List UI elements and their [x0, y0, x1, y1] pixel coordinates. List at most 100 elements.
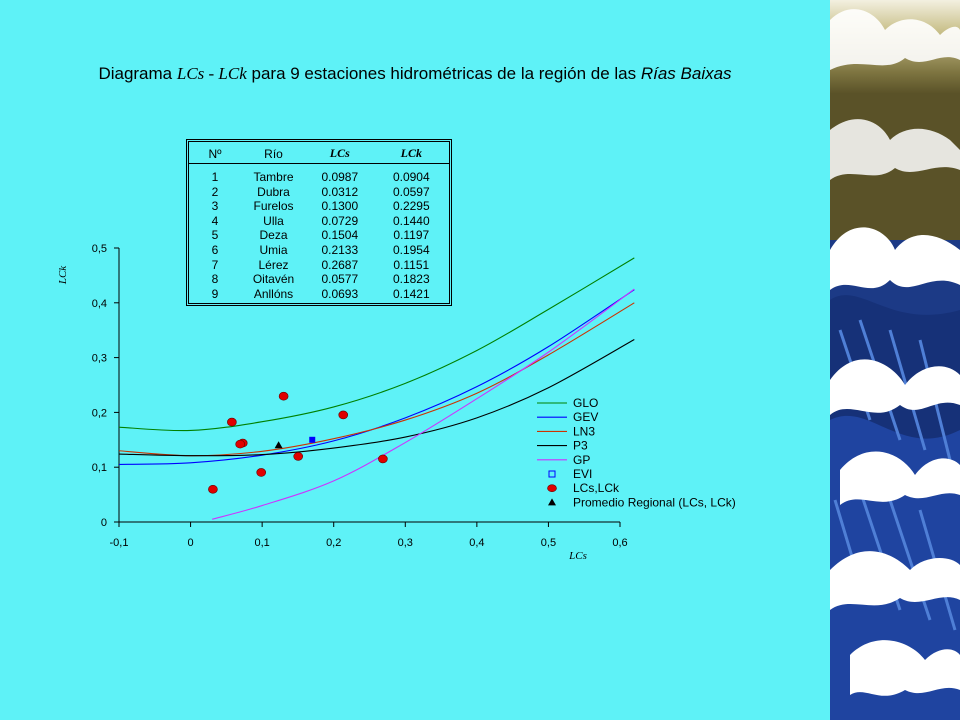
legend-label: LCs,LCk [573, 481, 620, 495]
col-header-lck: LCk [373, 142, 449, 164]
curve-p3 [118, 339, 635, 457]
cell-lcs: 0.0987 [321, 170, 359, 184]
cell-number: 6 [211, 242, 219, 257]
cell-river: Ulla [263, 213, 284, 228]
x-tick-label: 0,3 [398, 537, 413, 549]
cell-lck: 0.2295 [392, 199, 430, 214]
station-point [378, 454, 388, 464]
cell-number: 4 [211, 213, 219, 228]
table-row: 9 Anllóns 0.0693 0.1421 [189, 287, 449, 302]
legend-label: GLO [573, 396, 598, 410]
curve-glo [118, 257, 635, 432]
stations-table: Nº Río LCs LCk 1 Tambre 0.0987 0.0904 2 Dubra… [186, 139, 452, 306]
table-row: 6 Umia 0.2133 0.1954 [189, 243, 449, 258]
y-tick-label: 0,5 [92, 243, 107, 255]
station-point [256, 468, 267, 477]
table-row: 2 Dubra 0.0312 0.0597 [189, 185, 449, 200]
title-middle: para 9 estaciones hidrométricas de la re… [246, 64, 641, 83]
regional-mean-point [274, 441, 283, 449]
station-point [208, 484, 218, 494]
cell-lcs: 0.0577 [321, 272, 359, 287]
wave-art-panel [830, 0, 960, 720]
cell-number: 1 [211, 170, 219, 184]
table-body: 1 Tambre 0.0987 0.0904 2 Dubra 0.0312 0.0597 3 Fu… [189, 164, 449, 302]
legend-label: Promedio Regional (LCs, LCk) [573, 495, 736, 509]
cell-number: 7 [211, 257, 219, 272]
title-prefix: Diagrama [98, 64, 177, 83]
chart-axes: 00,10,20,30,40,5-0,1 0 0,1 0,2 0,3 0,4 0,5 0,6L… [57, 243, 628, 562]
cell-river: Lérez [258, 257, 289, 272]
x-tick-label: 0,6 [612, 537, 627, 549]
cell-number: 2 [211, 184, 219, 199]
station-point [293, 452, 304, 461]
station-point [235, 439, 245, 449]
cell-river: Dubra [257, 184, 290, 199]
x-tick-label: 0,5 [541, 537, 556, 549]
table-row: 8 Oitavén 0.0577 0.1823 [189, 272, 449, 287]
legend-label: GP [573, 453, 590, 467]
cell-lck: 0.1421 [392, 286, 430, 301]
cell-lck: 0.0904 [392, 170, 430, 184]
cell-lck: 0.1954 [392, 242, 430, 257]
station-point [227, 417, 237, 427]
legend-label: P3 [573, 439, 588, 453]
station-point [278, 391, 289, 401]
legend-label: EVI [573, 467, 592, 481]
cell-lcs: 0.0312 [321, 184, 359, 199]
distribution-curves [118, 257, 635, 520]
table-header-row: Nº Río LCs LCk [189, 142, 449, 164]
col-header-number: Nº [189, 142, 241, 164]
col-header-river: Río [241, 142, 306, 164]
cell-river: Anllóns [253, 286, 294, 301]
legend-label: GEV [573, 410, 598, 424]
cell-lcs: 0.2133 [321, 242, 359, 257]
table-row: 4 Ulla 0.0729 0.1440 [189, 214, 449, 229]
legend-label: LN3 [573, 424, 595, 438]
legend-swatch-stations [547, 484, 557, 493]
legend-swatch-evi [548, 470, 556, 478]
cell-lcs: 0.2687 [321, 257, 359, 272]
col-header-lcs: LCs [306, 142, 374, 164]
chart-title: Diagrama LCs - LCk para 9 estaciones hid… [0, 64, 830, 84]
legend-swatch-regional-mean [548, 498, 556, 506]
cell-river: Oitavén [252, 272, 295, 287]
table-row: 1 Tambre 0.0987 0.0904 [189, 164, 449, 185]
table-row: 5 Deza 0.1504 0.1197 [189, 228, 449, 243]
table-row: 3 Furelos 0.1300 0.2295 [189, 199, 449, 214]
curve-ln3 [118, 302, 635, 457]
cell-lcs: 0.0729 [321, 213, 359, 228]
cell-river: Furelos [253, 199, 294, 214]
cell-lcs: 0.1300 [321, 199, 359, 214]
evi-point [309, 436, 316, 443]
lcs-lck-chart: 00,10,20,30,40,5-0,1 0 0,1 0,2 0,3 0,4 0,5 0,6L… [57, 243, 736, 562]
y-tick-label: 0,2 [92, 407, 107, 419]
y-tick-label: 0,1 [92, 462, 107, 474]
x-tick-label: 0,2 [326, 537, 341, 549]
table-row: 7 Lérez 0.2687 0.1151 [189, 258, 449, 273]
curve-gp [211, 288, 635, 520]
cell-lck: 0.1440 [392, 213, 430, 228]
x-tick-label: -0,1 [110, 537, 129, 549]
x-tick-label: 0,4 [469, 537, 484, 549]
y-tick-label: 0,4 [92, 298, 107, 310]
x-tick-label: 0,1 [254, 537, 269, 549]
y-tick-label: 0 [101, 517, 107, 529]
cell-river: Tambre [253, 170, 294, 184]
cell-river: Umia [259, 242, 288, 257]
chart-markers [208, 391, 388, 494]
cell-number: 8 [211, 272, 219, 287]
curve-gev [118, 289, 635, 466]
cell-lck: 0.1823 [392, 272, 430, 287]
x-axis-label: LCs [568, 550, 587, 562]
cell-lck: 0.0597 [392, 184, 430, 199]
cell-lcs: 0.1504 [321, 228, 359, 243]
cell-number: 3 [211, 199, 219, 214]
x-tick-label: 0 [188, 537, 194, 549]
cell-lck: 0.1151 [393, 257, 430, 272]
cell-lck: 0.1197 [393, 228, 430, 243]
station-point [338, 410, 349, 420]
y-tick-label: 0,3 [92, 353, 107, 365]
cell-river: Deza [259, 228, 288, 243]
title-region: Rías Baixas [640, 64, 732, 83]
